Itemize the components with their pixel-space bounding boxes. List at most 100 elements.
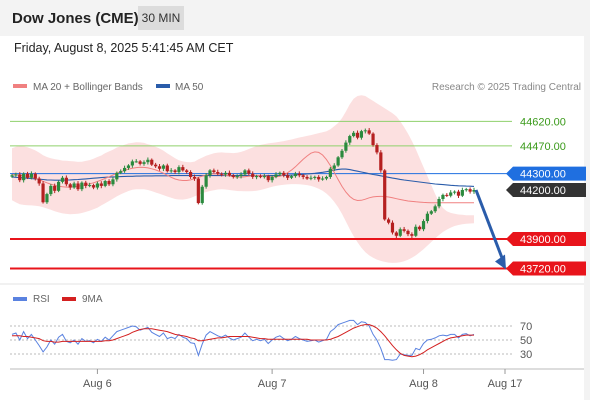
candle-body [324, 176, 329, 179]
candle-body [449, 192, 453, 196]
candle-body [150, 159, 154, 165]
candle-body [456, 191, 461, 196]
candle-body [95, 183, 100, 188]
candle-body [254, 176, 259, 178]
candle-body [72, 183, 76, 188]
candle-body [200, 186, 204, 204]
candle-body [41, 183, 45, 203]
candle-body [161, 165, 166, 169]
candle-body [80, 182, 84, 190]
candle-body [340, 150, 344, 158]
candle-body [99, 183, 103, 186]
candle-body [231, 175, 235, 177]
candle-body [154, 164, 158, 167]
candle-body [386, 219, 391, 223]
candle-body [134, 161, 138, 163]
level-label-support: 43900.00 [520, 234, 566, 246]
candle-body [122, 167, 127, 172]
candle-body [111, 179, 115, 185]
candle-body [192, 176, 197, 179]
candle-body [297, 173, 301, 176]
ma50-legend-label: MA 50 [175, 82, 204, 93]
candle-body [398, 229, 402, 236]
candle-body [359, 131, 364, 138]
rsi-line [11, 319, 475, 361]
rsi-ma-legend-label: 9MA [82, 294, 103, 305]
candle-body [53, 185, 57, 191]
candle-body [344, 142, 348, 151]
ma20-legend-label: MA 20 + Bollinger Bands [33, 82, 143, 93]
candle-body [441, 194, 445, 199]
candle-body [394, 232, 398, 236]
candle-body [410, 234, 414, 236]
candle-body [445, 194, 449, 196]
candle-body [235, 176, 239, 178]
candle-body [379, 152, 383, 171]
candle-body [367, 130, 371, 134]
candle-body [18, 174, 22, 181]
candle-body [103, 181, 107, 186]
level-tag-support [506, 261, 586, 276]
candle-body [212, 170, 216, 173]
candle-body [142, 162, 146, 164]
candle-body [33, 173, 37, 179]
level-label-support: 43720.00 [520, 263, 566, 275]
candle-body [383, 170, 387, 220]
candle-body [406, 230, 410, 235]
candle-body [29, 173, 34, 178]
candle-body [429, 211, 433, 214]
candle-body [239, 174, 243, 177]
candle-body [332, 165, 336, 169]
candle-body [119, 171, 123, 173]
candle-body [14, 174, 18, 176]
x-tick-label: Aug 7 [258, 378, 287, 390]
candle-body [472, 190, 476, 192]
x-tick-label: Aug 17 [488, 378, 523, 390]
candle-body [64, 177, 68, 185]
candle-body [157, 166, 162, 169]
candle-body [37, 178, 41, 184]
rsi-tick-label: 70 [520, 321, 532, 333]
level-label-pivot: 44300.00 [520, 169, 566, 181]
candle-body [289, 176, 294, 178]
candle-body [402, 229, 406, 231]
candle-body [84, 182, 88, 186]
candle-body [460, 190, 464, 196]
candle-body [10, 175, 14, 177]
candle-body [258, 176, 263, 178]
candle-body [309, 177, 313, 179]
candle-body [305, 176, 309, 179]
candle-body [293, 173, 298, 177]
candle-body [25, 173, 30, 178]
candle-body [418, 226, 422, 230]
level-label-last: 44200.00 [520, 185, 566, 197]
candle-body [68, 184, 72, 188]
candle-body [243, 170, 247, 175]
candle-body [107, 181, 111, 185]
rsi-legend-label: RSI [33, 294, 50, 305]
ma20-line [11, 151, 474, 204]
ma50-legend-swatch [156, 84, 170, 88]
candle-body [363, 130, 367, 132]
level-tag-support [506, 232, 586, 247]
candle-body [223, 172, 228, 175]
candle-body [421, 221, 426, 230]
candle-body [130, 161, 134, 166]
candle-body [247, 170, 251, 174]
credit-label: Research © 2025 Trading Central [432, 82, 581, 93]
rsi-ma-legend-swatch [62, 297, 76, 301]
candle-body [115, 172, 119, 180]
level-label-resistance: 44620.00 [520, 116, 566, 128]
ma50-line [11, 168, 475, 187]
timeframe-button[interactable]: 30 MIN [138, 6, 184, 30]
candle-body [169, 170, 173, 172]
candle-body [320, 178, 325, 180]
candle-body [282, 172, 286, 176]
candle-body [437, 198, 441, 207]
level-tag-pivot [506, 166, 586, 181]
candle-body [177, 167, 181, 173]
candle-body [173, 170, 177, 173]
candle-body [76, 183, 80, 190]
candle-body [49, 185, 53, 195]
ma20-legend-swatch [13, 84, 27, 88]
